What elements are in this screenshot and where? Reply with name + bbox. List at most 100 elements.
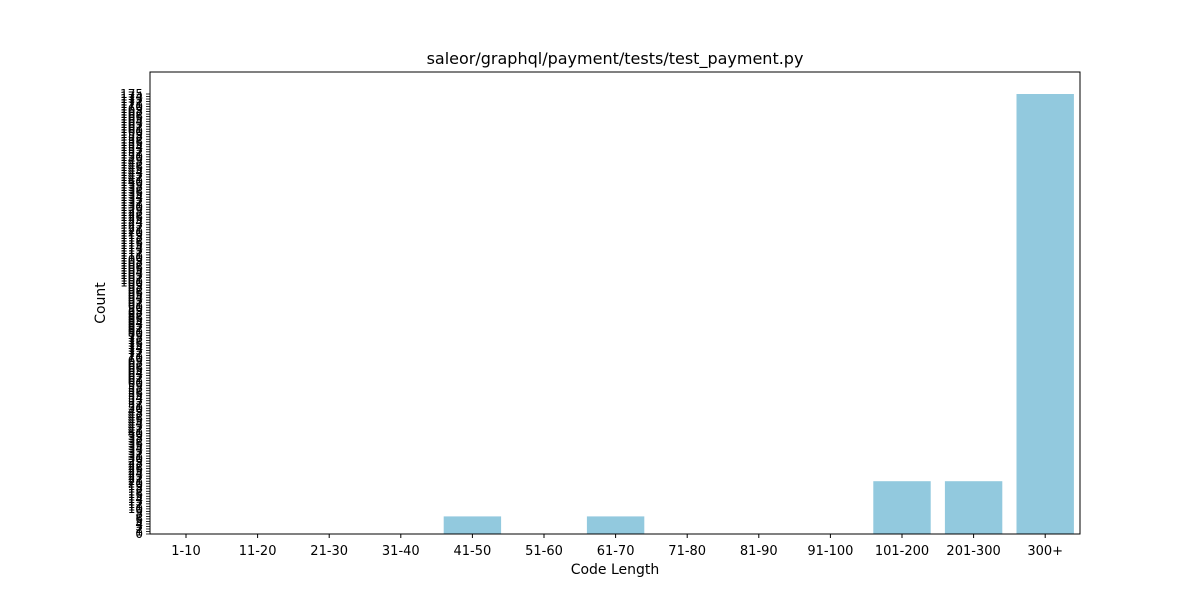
y-tick-label: 58 xyxy=(128,381,143,395)
y-tick-label: 8 xyxy=(135,507,143,521)
y-tick-label: 115 xyxy=(120,238,143,252)
bar-300+ xyxy=(1016,94,1074,534)
y-tick-label: 167 xyxy=(120,107,143,121)
y-tick-label: 52 xyxy=(128,396,143,410)
y-tick-label: 126 xyxy=(120,210,143,224)
bars-group xyxy=(443,94,1074,534)
x-tick-label: 31-40 xyxy=(382,544,420,559)
y-tick-label: 46 xyxy=(128,411,143,425)
y-tick-label: 71 xyxy=(128,348,143,362)
x-tick-label: 300+ xyxy=(1027,544,1063,559)
y-tick-label: 113 xyxy=(120,243,143,257)
y-tick-label: 143 xyxy=(120,167,143,181)
y-tick-label: 147 xyxy=(120,157,143,171)
y-tick-label: 105 xyxy=(120,263,143,277)
y-tick-label: 149 xyxy=(120,152,143,166)
y-tick-label: 108 xyxy=(120,255,143,269)
y-tick-label: 45 xyxy=(128,414,143,428)
y-axis-label: Count xyxy=(93,282,109,324)
y-tick-label: 14 xyxy=(128,492,143,506)
y-tick-label: 10 xyxy=(128,502,143,516)
x-tick-label: 91-100 xyxy=(807,544,853,559)
y-tick-label: 152 xyxy=(120,145,143,159)
y-tick-label: 17 xyxy=(128,484,143,498)
y-tick-label: 3 xyxy=(135,519,143,533)
y-tick-label: 36 xyxy=(128,436,143,450)
y-tick-label: 83 xyxy=(128,318,143,332)
y-tick-label: 123 xyxy=(120,218,143,232)
y-tick-label: 136 xyxy=(120,185,143,199)
y-tick-label: 23 xyxy=(128,469,143,483)
y-tick-label: 27 xyxy=(128,459,143,473)
y-tick-label: 156 xyxy=(120,135,143,149)
y-tick-label: 118 xyxy=(120,230,143,244)
y-tick-label: 111 xyxy=(120,248,143,262)
y-tick-label: 22 xyxy=(128,472,143,486)
y-tick-label: 140 xyxy=(120,175,143,189)
y-tick-label: 47 xyxy=(128,409,143,423)
y-tick-label: 65 xyxy=(128,364,143,378)
y-tick-label: 174 xyxy=(120,90,143,104)
y-tick-label: 135 xyxy=(120,188,143,202)
y-tick-label: 80 xyxy=(128,326,143,340)
y-tick-label: 64 xyxy=(128,366,143,380)
y-tick-label: 112 xyxy=(120,245,143,259)
y-tick-label: 151 xyxy=(120,147,143,161)
y-tick-label: 48 xyxy=(128,406,143,420)
y-tick-label: 57 xyxy=(128,384,143,398)
x-tick-label: 51-60 xyxy=(525,544,563,559)
y-tick-label: 41 xyxy=(128,424,143,438)
y-tick-label: 53 xyxy=(128,394,143,408)
y-tick-label: 16 xyxy=(128,487,143,501)
y-tick-label: 116 xyxy=(120,235,143,249)
y-tick-label: 88 xyxy=(128,306,143,320)
y-tick-label: 121 xyxy=(120,223,143,237)
y-tick-label: 44 xyxy=(128,416,143,430)
y-tick-label: 54 xyxy=(128,391,143,405)
y-tick-label: 15 xyxy=(128,489,143,503)
x-tick-label: 11-20 xyxy=(239,544,277,559)
bar-201-300 xyxy=(944,481,1003,534)
y-tick-label: 66 xyxy=(128,361,143,375)
y-tick-label: 77 xyxy=(128,333,143,347)
y-tick-label: 157 xyxy=(120,132,143,146)
y-tick-label: 70 xyxy=(128,351,143,365)
y-tick-label: 165 xyxy=(120,112,143,126)
y-tick-label: 94 xyxy=(128,291,143,305)
bar-41-50 xyxy=(443,516,502,534)
x-tick-label: 1-10 xyxy=(171,544,201,559)
bar-101-200 xyxy=(873,481,931,534)
y-tick-label: 34 xyxy=(128,442,143,456)
y-tick-label: 153 xyxy=(120,142,143,156)
y-tick-label: 159 xyxy=(120,127,143,141)
y-tick-label: 39 xyxy=(128,429,143,443)
y-tick-label: 90 xyxy=(128,301,143,315)
y-tick-label: 28 xyxy=(128,457,143,471)
y-tick-label: 30 xyxy=(128,452,143,466)
y-tick-label: 81 xyxy=(128,323,143,337)
x-tick-label: 101-200 xyxy=(875,544,929,559)
y-tick-label: 4 xyxy=(135,517,143,531)
y-tick-label: 175 xyxy=(120,87,143,101)
y-tick-label: 150 xyxy=(120,150,143,164)
y-tick-label: 19 xyxy=(128,479,143,493)
y-tick-label: 106 xyxy=(120,260,143,274)
y-tick-label: 127 xyxy=(120,208,143,222)
y-tick-label: 163 xyxy=(120,117,143,131)
y-tick-label: 155 xyxy=(120,137,143,151)
y-tick-label: 166 xyxy=(120,110,143,124)
y-tick-label: 89 xyxy=(128,303,143,317)
y-tick-label: 43 xyxy=(128,419,143,433)
y-tick-label: 144 xyxy=(120,165,143,179)
y-tick-label: 32 xyxy=(128,447,143,461)
y-tick-label: 96 xyxy=(128,286,143,300)
y-tick-label: 171 xyxy=(120,97,143,111)
y-tick-label: 69 xyxy=(128,354,143,368)
x-tick-label: 71-80 xyxy=(668,544,706,559)
y-tick-label: 102 xyxy=(120,271,143,285)
y-tick-label: 164 xyxy=(120,115,143,129)
y-tick-label: 51 xyxy=(128,399,143,413)
y-tick-label: 18 xyxy=(128,482,143,496)
y-tick-label: 24 xyxy=(128,467,143,481)
